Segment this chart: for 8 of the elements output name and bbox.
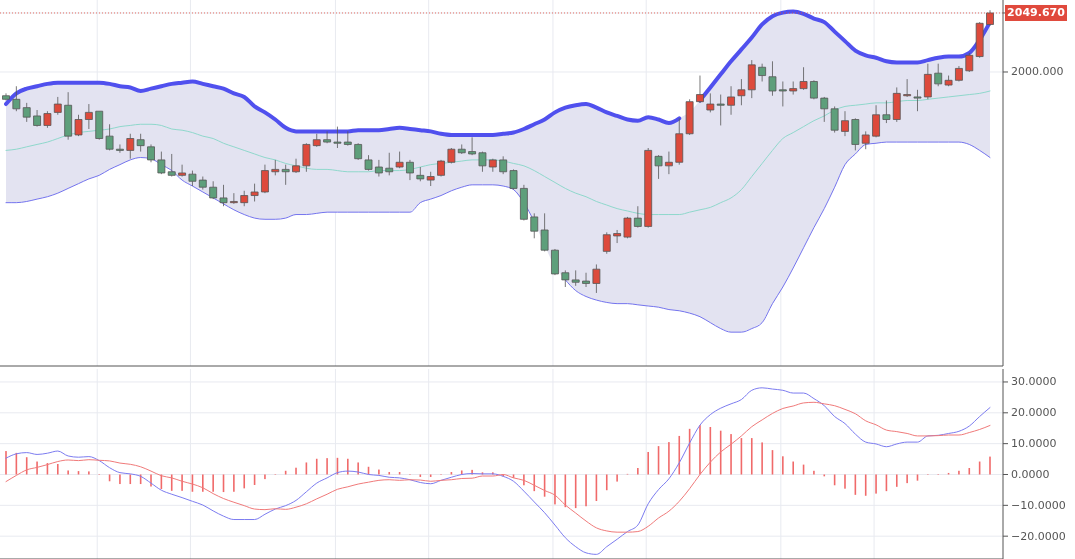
y-tick-label: −20.0000	[1011, 529, 1066, 543]
y-tick-label: 2000.000	[1011, 65, 1064, 79]
y-tick-label: 20.0000	[1011, 406, 1057, 420]
y-tick-label: 10.0000	[1011, 437, 1057, 451]
y-tick-label: 2049.670	[1007, 6, 1066, 20]
y-tick-label: 0.0000	[1011, 467, 1050, 481]
y-tick-label: 30.0000	[1011, 375, 1057, 389]
y-tick-label: −10.0000	[1011, 498, 1066, 512]
